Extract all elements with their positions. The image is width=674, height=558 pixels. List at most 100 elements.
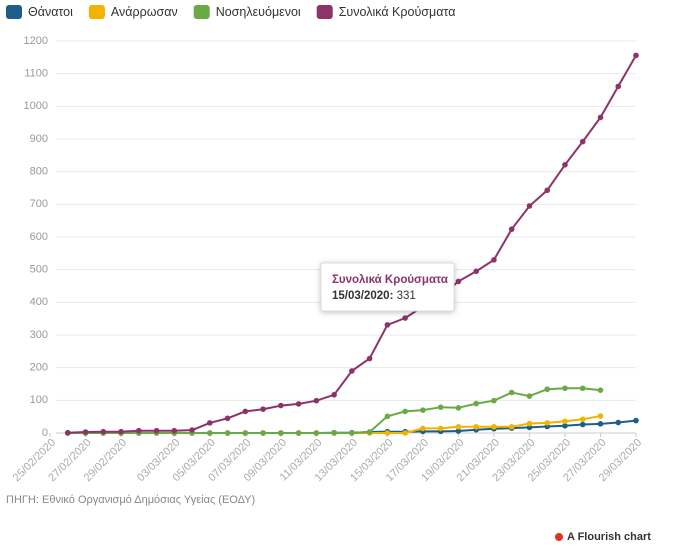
data-point [455,278,462,285]
data-point [313,430,320,436]
data-point [100,428,107,435]
tooltip-title: Συνολικά Κρούσματα [332,274,448,286]
data-point [562,423,568,429]
data-point [402,315,408,321]
tooltip-number: 331 [397,290,416,302]
data-point [491,423,497,430]
data-point [562,385,568,392]
data-point [260,430,266,436]
y-tick-label: 1000 [24,100,48,112]
data-point [242,430,249,436]
tooltip-value: 15/03/2020: 331 [332,290,416,302]
legend-swatch [316,5,333,19]
data-point [508,389,515,396]
legend-swatch [6,5,22,19]
data-point [526,203,533,209]
y-tick-label: 800 [30,166,48,178]
legend-label: Συνολικά Κρούσματα [339,5,456,19]
tooltip-date: 15/03/2020 [332,290,390,302]
y-tick-label: 1100 [24,68,48,80]
y-tick-label: 300 [30,329,48,341]
data-point [597,114,604,121]
data-point [349,368,355,374]
data-point [455,423,462,430]
data-point [224,415,231,422]
legend-swatch [193,5,210,19]
data-point [473,423,479,430]
data-point [562,162,568,168]
data-point [597,413,604,419]
data-point [562,418,568,425]
y-tick-label: 1200 [24,35,48,47]
data-point [331,430,337,436]
credit[interactable]: A Flourish chart [567,531,651,543]
data-point [473,268,479,275]
tooltip-sep: : [390,290,397,302]
data-point [420,425,426,432]
data-point [189,427,195,433]
data-point [384,322,391,328]
legend-label: Ανάρρωσαν [111,5,178,19]
data-point [64,429,71,436]
legend-label: Θάνατοι [28,5,73,19]
data-point [473,400,479,407]
tooltip: Συνολικά Κρούσματα 15/03/2020: 331 [320,262,455,312]
data-point [633,52,639,59]
tooltip-box [320,262,455,312]
flourish-icon [555,533,563,541]
data-point [402,430,408,436]
data-point [118,428,124,435]
data-point [313,397,320,404]
legend: Θάνατοι Ανάρρωσαν Νοσηλευόμενοι Συνολικά Κρ… [6,5,455,19]
data-point [615,419,622,426]
y-tick-label: 0 [42,427,48,439]
data-point [135,427,142,434]
data-point [384,413,391,420]
data-point [597,387,604,394]
series-line [67,54,637,434]
data-point [384,430,391,436]
y-tick-label: 100 [30,394,48,406]
y-tick-label: 900 [30,133,48,145]
data-point [544,386,551,393]
data-point [224,430,231,436]
y-tick-label: 400 [30,296,48,308]
y-tick-label: 200 [30,362,48,374]
data-point [366,355,373,362]
data-point [615,83,622,90]
data-point [544,420,551,426]
data-point [331,391,337,398]
data-point [207,430,213,436]
data-point [526,393,533,399]
data-point [491,397,497,404]
data-point [349,430,355,436]
data-point [508,423,515,430]
data-point [544,187,551,194]
data-point [207,420,213,426]
data-point [260,406,266,412]
data-point [526,424,533,431]
data-point [633,417,639,424]
y-tick-label: 600 [30,231,48,243]
data-point [579,421,586,428]
data-point [491,257,497,263]
data-point [579,416,586,423]
data-point [526,420,533,427]
data-point [455,428,462,434]
data-point [420,407,426,413]
data-point [437,425,444,432]
data-point [171,427,178,434]
data-point [402,408,408,415]
data-point [508,226,515,232]
data-point [82,429,89,435]
data-point [242,408,249,415]
legend-swatch [88,5,105,19]
source: ΠΗΓΗ: Εθνικό Οργανισμό Δημόσιας Υγείας (… [6,494,255,506]
data-point [278,402,284,409]
y-tick-label: 500 [30,264,48,276]
data-point [437,404,444,410]
data-point [295,401,302,407]
lines [64,52,639,436]
data-point [366,429,373,435]
